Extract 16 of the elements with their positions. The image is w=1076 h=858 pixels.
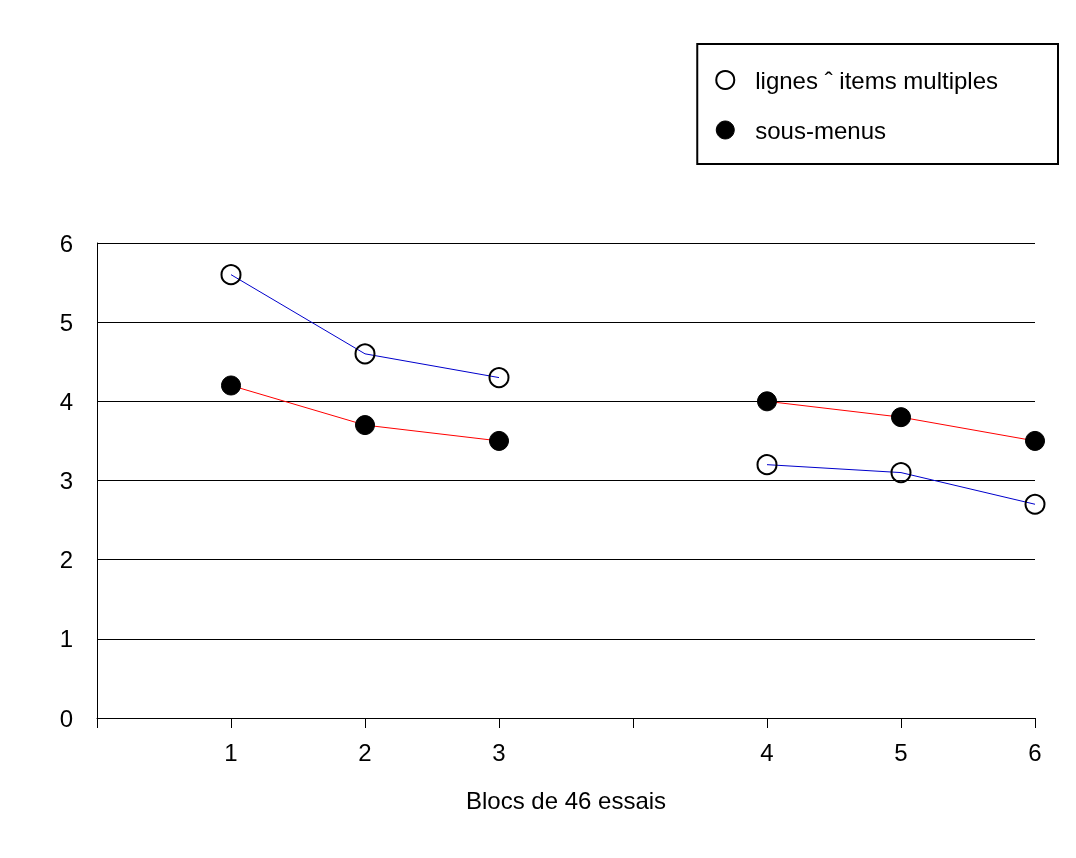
y-tick-label: 4 [59, 387, 73, 415]
x-tick-label: 4 [760, 738, 774, 766]
x-axis-title: Blocs de 46 essais [465, 786, 667, 814]
x-tick-label: 5 [894, 738, 908, 766]
x-tick-label: 3 [492, 738, 506, 766]
y-tick-label: 0 [59, 704, 73, 732]
y-tick-label: 3 [59, 467, 73, 494]
x-tick-label: 6 [1028, 738, 1042, 766]
x-tick-label: 2 [358, 738, 372, 766]
legend-label: lignes ˆ items multiples [755, 66, 999, 94]
y-tick-label: 1 [59, 625, 73, 653]
y-tick-label: 2 [59, 546, 73, 574]
y-tick-label: 6 [59, 229, 73, 257]
x-tick-label: 1 [224, 738, 238, 766]
legend-label: sous-menus [755, 116, 886, 144]
y-tick-label: 5 [59, 308, 73, 336]
